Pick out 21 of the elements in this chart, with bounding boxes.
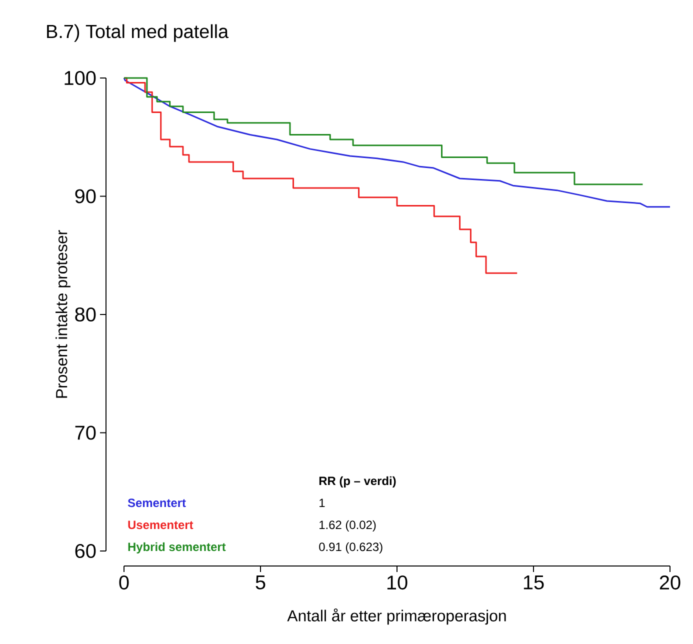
annotation: 0.91 (0.623) xyxy=(319,542,382,554)
x-tick-label: 10 xyxy=(387,576,408,590)
x-tick-label: 0 xyxy=(119,576,129,590)
annotation: 1 xyxy=(320,498,325,507)
y-tick-label: 60 xyxy=(75,544,96,558)
chart-title: B.7) Total med patella xyxy=(47,24,229,42)
line-series xyxy=(123,77,671,208)
x-axis-title: Antall år etter primæroperasjon xyxy=(287,608,506,625)
y-tick-label: 90 xyxy=(75,189,96,204)
text: Sementert xyxy=(128,498,186,508)
x-tick-label: 5 xyxy=(256,576,266,590)
annotation: RR (p – verdi) xyxy=(319,476,396,488)
text: Hybrid sementert xyxy=(128,542,226,554)
x-tick-label: 20 xyxy=(660,576,680,590)
text: Usementert xyxy=(128,520,194,530)
annotation: 1.62 (0.02) xyxy=(320,520,376,532)
x-tick-label: 15 xyxy=(524,576,544,590)
y-tick-label: 100 xyxy=(64,70,96,86)
y-tick-label: 70 xyxy=(75,426,96,440)
y-axis-title: Prosent intakte proteser xyxy=(56,230,70,398)
y-tick-label: 80 xyxy=(75,307,96,322)
